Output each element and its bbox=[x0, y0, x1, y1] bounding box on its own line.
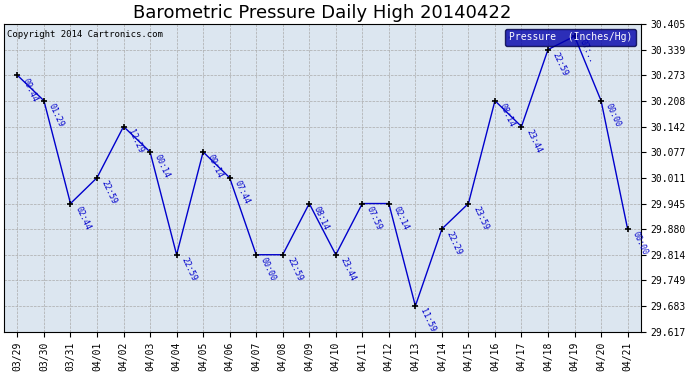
Text: Copyright 2014 Cartronics.com: Copyright 2014 Cartronics.com bbox=[8, 30, 164, 39]
Text: 22:59: 22:59 bbox=[100, 179, 119, 206]
Text: 02:14: 02:14 bbox=[392, 205, 411, 231]
Text: 12:29: 12:29 bbox=[126, 128, 145, 154]
Text: 08:14: 08:14 bbox=[312, 205, 331, 231]
Text: 22:59: 22:59 bbox=[551, 51, 569, 77]
Legend: Pressure  (Inches/Hg): Pressure (Inches/Hg) bbox=[505, 28, 636, 46]
Text: 00:00: 00:00 bbox=[631, 230, 649, 257]
Text: 00:00: 00:00 bbox=[604, 102, 622, 129]
Text: 00:14: 00:14 bbox=[153, 153, 172, 180]
Text: 22:59: 22:59 bbox=[286, 256, 304, 283]
Text: 22:59: 22:59 bbox=[179, 256, 198, 283]
Text: 00:00: 00:00 bbox=[259, 256, 277, 283]
Text: 08:14: 08:14 bbox=[497, 102, 516, 129]
Text: 07:44: 07:44 bbox=[233, 179, 251, 206]
Text: 23:44: 23:44 bbox=[339, 256, 357, 283]
Text: 22:29: 22:29 bbox=[444, 230, 464, 257]
Text: 01:29: 01:29 bbox=[47, 102, 66, 129]
Text: 09:14: 09:14 bbox=[206, 153, 225, 180]
Text: 23:59: 23:59 bbox=[471, 205, 490, 231]
Title: Barometric Pressure Daily High 20140422: Barometric Pressure Daily High 20140422 bbox=[133, 4, 512, 22]
Text: 09:44: 09:44 bbox=[20, 77, 39, 103]
Text: 11:59: 11:59 bbox=[418, 308, 437, 334]
Text: 07:..: 07:.. bbox=[578, 38, 596, 64]
Text: 02:44: 02:44 bbox=[73, 205, 92, 231]
Text: 07:59: 07:59 bbox=[365, 205, 384, 231]
Text: 23:44: 23:44 bbox=[524, 128, 543, 154]
